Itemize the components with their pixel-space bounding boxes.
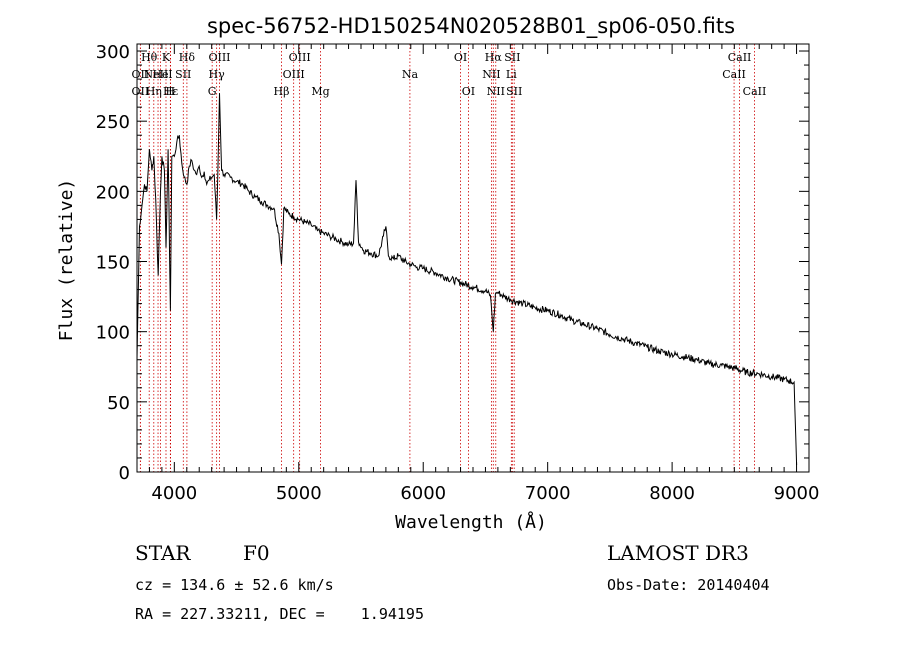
spectral-line-label: OIII <box>289 51 311 64</box>
chart-title: spec-56752-HD150254N020528B01_sp06-050.f… <box>207 14 735 39</box>
spectral-line-label: NeIII <box>143 68 172 81</box>
obs-date: Obs-Date: 20140404 <box>607 576 770 594</box>
spectral-line-label: SII <box>506 85 522 98</box>
spectral-line-label: Hη <box>146 85 162 98</box>
spectral-line-label: Na <box>402 68 419 81</box>
x-tick-label: 7000 <box>525 483 571 504</box>
spectral-line-label: CaII <box>722 68 746 81</box>
spectral-line-label: H <box>166 85 176 98</box>
spectral-line-label: Mg <box>311 85 329 98</box>
spectral-line-label: OIII <box>283 68 305 81</box>
object-class: STAR <box>135 541 191 565</box>
spectral-line-label: G <box>208 85 217 98</box>
spectrum-series-line <box>136 93 798 466</box>
spectral-line-label: Hα <box>485 51 503 64</box>
spectral-line-label: NII <box>482 68 500 81</box>
spectral-line-label: Hγ <box>209 68 226 81</box>
spectral-line-label: CaII <box>743 85 767 98</box>
y-tick-label: 150 <box>96 253 130 274</box>
plot-frame <box>136 43 810 473</box>
x-axis-label: Wavelength (Å) <box>395 511 547 533</box>
x-tick-label: 9000 <box>774 483 820 504</box>
x-tick-label: 6000 <box>400 483 446 504</box>
survey-name: LAMOST DR3 <box>607 541 749 565</box>
y-tick-label: 50 <box>107 393 130 414</box>
spectral-line-label: Hβ <box>274 85 290 98</box>
spectral-line-label: Hθ <box>141 51 158 64</box>
spectral-line-label: OI <box>462 85 475 98</box>
spectral-line-label: He <box>152 68 168 81</box>
spectral-line-label: OII <box>132 85 150 98</box>
y-tick-label: 300 <box>96 42 130 63</box>
x-tick-label: 5000 <box>276 483 322 504</box>
spectral-line-label: OIII <box>208 51 230 64</box>
redshift-value: cz = 134.6 ± 52.6 km/s <box>135 576 334 594</box>
spectral-line-label: CaII <box>728 51 752 64</box>
y-tick-label: 100 <box>96 323 130 344</box>
spectral-line-label: OII <box>132 68 150 81</box>
spectral-line-label: NII <box>487 85 505 98</box>
spectral-line-label: Hδ <box>179 51 196 64</box>
x-tick-label: 8000 <box>649 483 695 504</box>
coordinates: RA = 227.33211, DEC = 1.94195 <box>135 605 424 623</box>
y-tick-label: 250 <box>96 112 130 133</box>
subclass: F0 <box>243 541 270 565</box>
y-axis-label: Flux (relative) <box>56 179 77 342</box>
x-tick-label: 4000 <box>151 483 197 504</box>
spectral-line-label: Li <box>506 68 517 81</box>
spectral-line-label: Hε <box>163 85 179 98</box>
y-tick-label: 200 <box>96 182 130 203</box>
spectral-line-label: OI <box>454 51 467 64</box>
spectral-line-label: SII <box>175 68 191 81</box>
spectral-line-label: K <box>162 51 171 64</box>
spectral-line-label: SII <box>504 51 520 64</box>
y-tick-label: 0 <box>119 463 130 484</box>
